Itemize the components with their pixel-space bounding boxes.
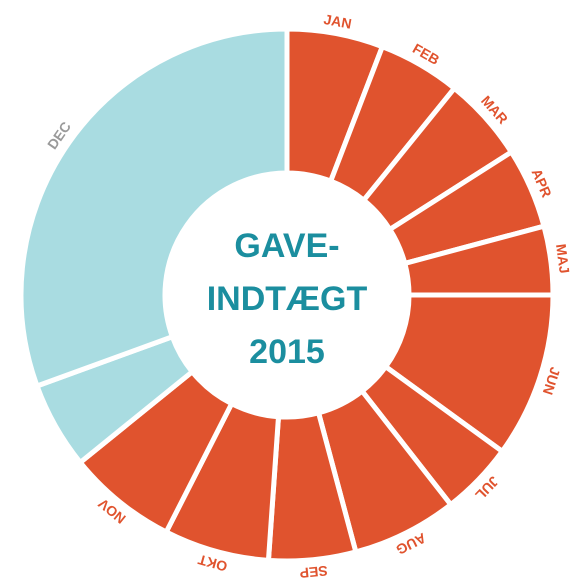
segment-label: SEP	[299, 563, 328, 582]
segment	[18, 26, 290, 390]
center-hole	[167, 175, 407, 415]
segment-label: OKT	[196, 551, 229, 574]
center-text: INDTÆGT	[207, 280, 368, 318]
segment-label: JAN	[322, 11, 352, 32]
center-text: 2015	[249, 333, 325, 371]
center-text: GAVE-	[234, 227, 339, 265]
segment-label: MAJ	[553, 243, 573, 274]
